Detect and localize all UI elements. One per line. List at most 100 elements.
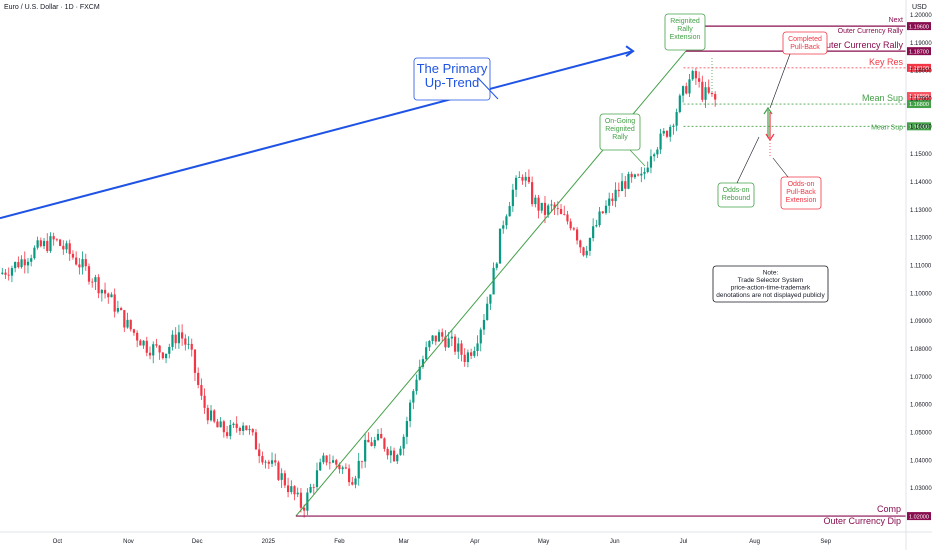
candle-body [4, 272, 7, 275]
candle-body [521, 177, 524, 181]
candle-body [277, 462, 280, 480]
completed-pullback-text: Completed [788, 36, 822, 43]
candle-body [678, 95, 681, 113]
candle-body [569, 221, 572, 229]
candles [1, 67, 717, 518]
candle-body [312, 486, 315, 488]
candle-body [508, 206, 511, 217]
y-tick-label: 1.14000 [910, 180, 932, 186]
levels: 1.19600 Next Outer Currency Rally 1.18700 Ou… [295, 17, 931, 526]
candle-body [152, 344, 155, 356]
candle-body [174, 334, 177, 344]
candle-body [290, 486, 293, 493]
candle-body [328, 462, 331, 464]
ongoing-rally-text: Rally [612, 134, 628, 141]
price-tag-value: 1.16890 [909, 94, 929, 100]
candle-body [710, 92, 714, 95]
candle-body [306, 492, 309, 511]
candle-body [460, 343, 463, 355]
trendlines [0, 45, 687, 517]
candle-body [373, 439, 376, 446]
level-label: Next [889, 17, 903, 24]
candle-body [171, 334, 174, 347]
candle-body [447, 338, 450, 348]
reignited-extension-text: Extension [670, 34, 701, 41]
candle-body [691, 71, 694, 80]
candle-body [261, 456, 264, 463]
candle-body [396, 454, 399, 462]
candle-body [258, 449, 261, 457]
candle-body [563, 213, 566, 215]
primary-uptrend-text: The Primary [417, 61, 488, 76]
odds-pullback-text: Pull-Back [786, 189, 816, 196]
candle-body [203, 395, 206, 408]
candle-body [360, 460, 364, 462]
candle-body [434, 335, 437, 342]
candle-body [322, 455, 325, 463]
candle-body [238, 428, 242, 431]
candle-body [120, 308, 123, 311]
candle-body [665, 130, 669, 137]
price-tag-value: 1.16800 [909, 102, 929, 108]
candle-body [425, 347, 428, 360]
candle-body [704, 87, 707, 100]
candle-body [649, 156, 653, 168]
candle-body [200, 384, 203, 396]
y-tick-label: 1.16000 [910, 124, 932, 130]
x-axis: Oct Nov Dec 2025 Feb Mar Apr May Jun Jul Aug Sep [53, 539, 832, 545]
candle-body [367, 439, 370, 443]
candle-body [592, 226, 595, 239]
candle-body [46, 240, 49, 252]
annotations: The PrimaryUp-TrendOn-GoingReignitedRall… [413, 13, 829, 303]
candle-body [110, 294, 113, 298]
y-tick-label: 1.04000 [910, 458, 932, 464]
price-tag-value: 1.02000 [909, 514, 929, 520]
candle-body [309, 486, 312, 493]
candle-body [428, 340, 431, 348]
y-tick-label: 1.12000 [910, 236, 932, 242]
candle-body [39, 240, 42, 247]
candle-body [547, 205, 550, 215]
ongoing-pointer [629, 149, 646, 167]
rebound-arrowhead [763, 106, 773, 115]
candle-body [206, 407, 209, 421]
candle-body [505, 216, 508, 226]
candle-body [418, 366, 421, 380]
candle-body [527, 176, 531, 183]
candle-body [531, 182, 534, 205]
candle-body [357, 460, 360, 479]
candle-body [1, 272, 4, 274]
y-tick-label: 1.20000 [910, 13, 932, 19]
x-tick-label: Jun [610, 539, 620, 545]
candle-body [380, 433, 383, 439]
candle-body [71, 253, 75, 258]
candle-body [402, 436, 405, 449]
candle-body [611, 198, 614, 202]
y-tick-label: 1.19000 [910, 41, 932, 47]
candle-body [155, 344, 158, 346]
candle-body [614, 189, 617, 202]
price-tag-value: 1.18700 [909, 49, 929, 55]
candle-body [148, 352, 152, 356]
candle-body [518, 177, 521, 178]
candle-body [94, 277, 97, 282]
candle-body [476, 343, 479, 352]
level-label: Key Res [869, 57, 904, 67]
pullback-pointer [772, 157, 789, 178]
candle-body [431, 335, 434, 341]
candle-body [543, 202, 547, 215]
x-tick-label: Dec [192, 539, 203, 545]
candle-body [283, 473, 286, 486]
candle-body [103, 289, 107, 294]
y-tick-label: 1.10000 [910, 291, 932, 297]
x-tick-label: Apr [470, 539, 479, 545]
candle-body [624, 181, 627, 189]
price-tag [907, 122, 931, 131]
price-tag [907, 22, 931, 31]
candle-body [450, 336, 453, 339]
candle-body [30, 258, 33, 262]
x-tick-label: Jul [680, 539, 688, 545]
candle-body [633, 174, 636, 178]
candle-body [26, 261, 30, 266]
